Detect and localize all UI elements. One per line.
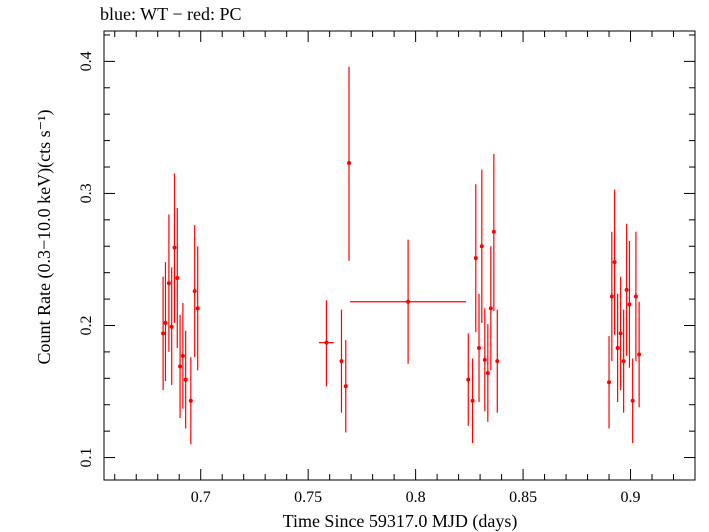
x-tick-label: 0.8 bbox=[406, 489, 426, 506]
data-point bbox=[633, 231, 638, 362]
data-point bbox=[477, 293, 482, 403]
data-point bbox=[180, 303, 185, 409]
data-marker bbox=[612, 260, 617, 265]
data-marker bbox=[618, 331, 623, 336]
data-point bbox=[473, 184, 478, 333]
data-point bbox=[482, 308, 487, 412]
x-tick-label: 0.75 bbox=[294, 489, 322, 506]
data-marker bbox=[169, 324, 174, 329]
data-marker bbox=[466, 377, 471, 382]
data-marker bbox=[491, 229, 496, 234]
data-marker bbox=[188, 398, 193, 403]
data-point bbox=[612, 189, 617, 335]
data-point bbox=[607, 336, 612, 429]
x-axis-label: Time Since 59317.0 MJD (days) bbox=[283, 511, 518, 532]
data-point bbox=[169, 267, 174, 385]
data-marker bbox=[470, 398, 475, 403]
data-marker bbox=[477, 345, 482, 350]
data-marker bbox=[343, 384, 348, 389]
data-point bbox=[318, 300, 334, 387]
data-marker bbox=[406, 299, 411, 304]
y-tick-label: 0.4 bbox=[78, 51, 95, 71]
data-point bbox=[172, 173, 177, 323]
y-tick-label: 0.3 bbox=[78, 183, 95, 203]
x-tick-label: 0.7 bbox=[191, 489, 211, 506]
data-point bbox=[178, 314, 183, 418]
data-point bbox=[485, 324, 490, 422]
data-point bbox=[621, 309, 626, 413]
data-point bbox=[624, 223, 629, 356]
data-marker bbox=[346, 161, 351, 166]
data-marker bbox=[630, 398, 635, 403]
data-point bbox=[166, 214, 171, 352]
data-point bbox=[630, 358, 635, 444]
data-marker bbox=[495, 359, 500, 364]
data-marker bbox=[627, 302, 632, 307]
x-tick-label: 0.85 bbox=[509, 489, 537, 506]
data-marker bbox=[192, 289, 197, 294]
data-point bbox=[350, 239, 467, 364]
x-tick-label: 0.9 bbox=[621, 489, 641, 506]
data-point bbox=[488, 246, 493, 371]
data-point bbox=[339, 309, 344, 413]
data-marker bbox=[637, 352, 642, 357]
y-tick-label: 0.2 bbox=[78, 315, 95, 335]
data-marker bbox=[175, 275, 180, 280]
plot-area bbox=[161, 66, 642, 445]
data-point bbox=[188, 357, 193, 445]
data-point bbox=[609, 231, 614, 362]
data-marker bbox=[615, 345, 620, 350]
data-marker bbox=[633, 294, 638, 299]
data-marker bbox=[482, 357, 487, 362]
data-point bbox=[470, 358, 475, 444]
y-axis-label: Count Rate (0.3−10.0 keV)(cts s⁻¹) bbox=[34, 109, 55, 364]
data-marker bbox=[163, 320, 168, 325]
data-marker bbox=[607, 380, 612, 385]
data-point bbox=[495, 309, 500, 413]
data-marker bbox=[166, 281, 171, 286]
data-point bbox=[491, 153, 496, 311]
y-tick-label: 0.1 bbox=[78, 448, 95, 468]
chart-title: blue: WT − red: PC bbox=[100, 4, 242, 24]
data-point bbox=[615, 293, 620, 403]
data-point bbox=[466, 333, 471, 426]
data-point bbox=[627, 240, 632, 368]
data-marker bbox=[195, 306, 200, 311]
data-marker bbox=[624, 287, 629, 292]
data-marker bbox=[172, 245, 177, 250]
data-point bbox=[343, 340, 348, 433]
data-marker bbox=[178, 364, 183, 369]
data-point bbox=[637, 301, 642, 408]
data-marker bbox=[339, 359, 344, 364]
data-point bbox=[163, 262, 168, 381]
data-point bbox=[175, 207, 180, 348]
data-point bbox=[161, 276, 166, 391]
plot-frame bbox=[103, 30, 696, 481]
data-point bbox=[618, 276, 623, 391]
data-marker bbox=[485, 371, 490, 376]
data-point bbox=[346, 66, 351, 261]
data-point bbox=[195, 246, 200, 371]
data-marker bbox=[621, 359, 626, 364]
data-point bbox=[479, 169, 484, 323]
data-point bbox=[192, 225, 197, 358]
data-marker bbox=[183, 377, 188, 382]
data-marker bbox=[161, 331, 166, 336]
data-point bbox=[183, 330, 188, 429]
data-marker bbox=[324, 340, 329, 345]
data-marker bbox=[488, 306, 493, 311]
data-marker bbox=[180, 353, 185, 358]
data-marker bbox=[479, 244, 484, 249]
axes: 0.7 0.75 0.8 0.85 0.9 0.1 0.2 0.3 0.4 bbox=[78, 30, 696, 506]
data-marker bbox=[473, 256, 478, 261]
data-marker bbox=[609, 294, 614, 299]
